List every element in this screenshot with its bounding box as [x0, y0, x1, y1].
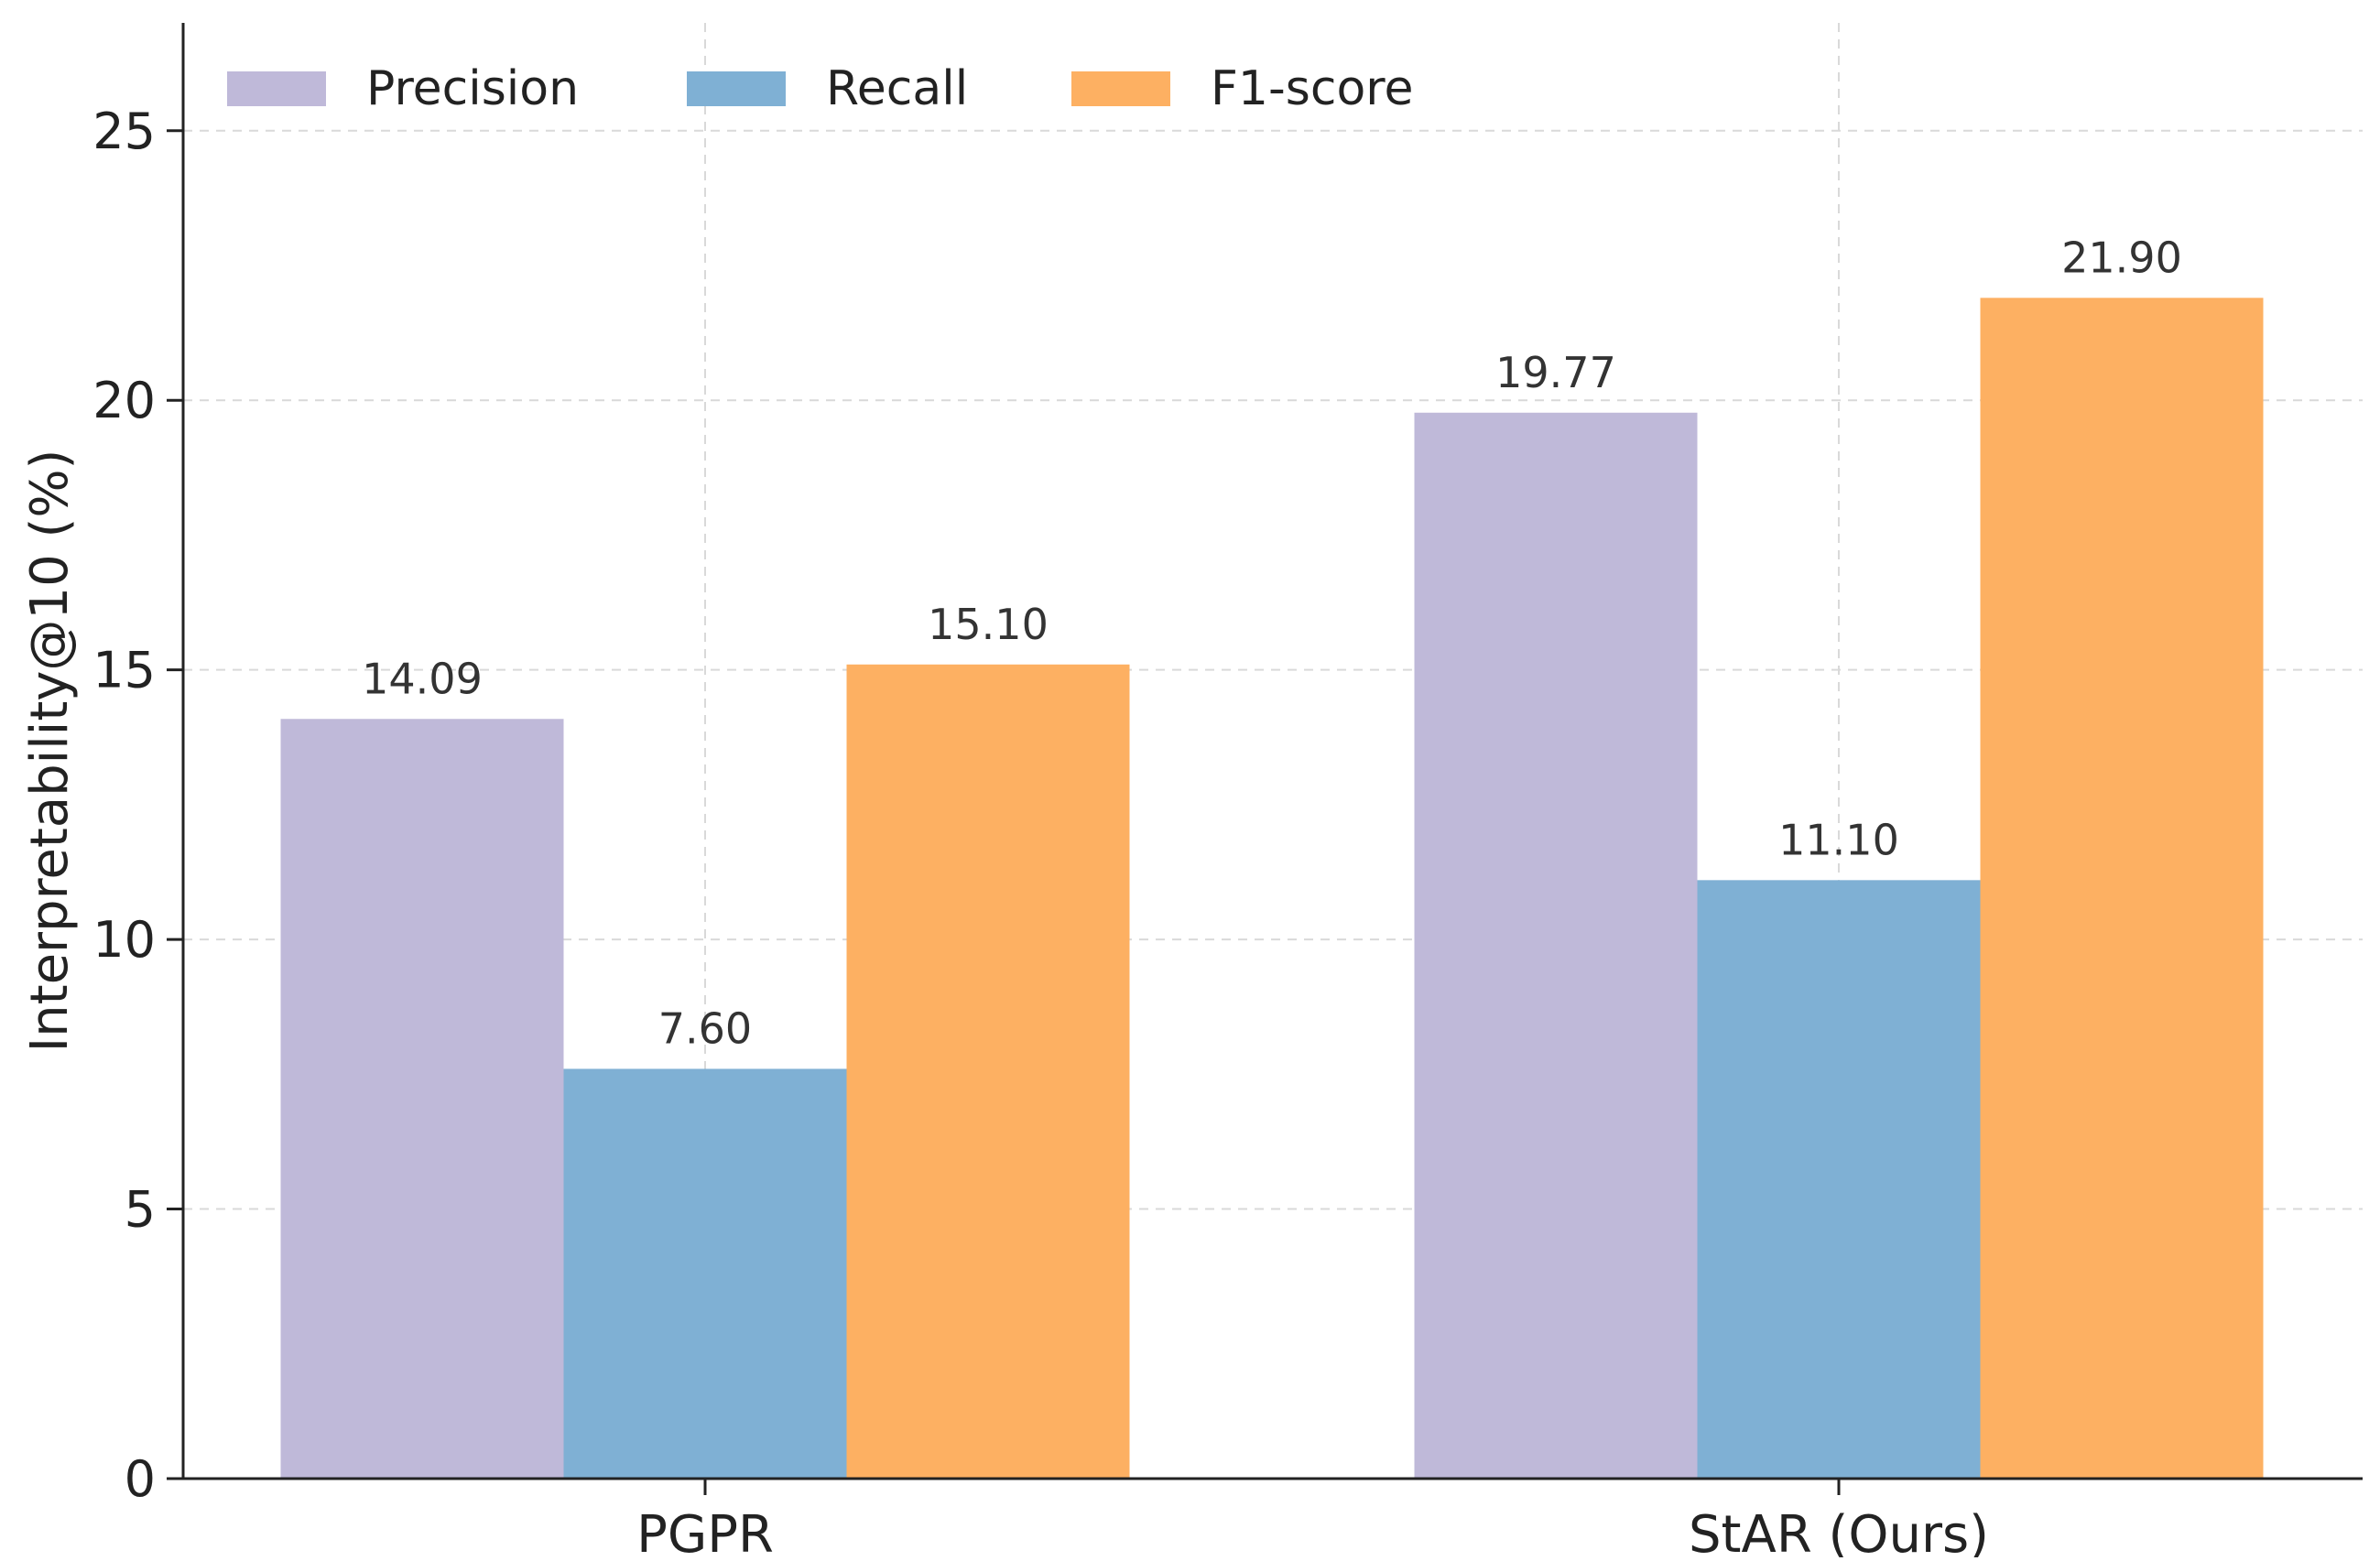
y-tick-label-15: 15	[92, 642, 156, 699]
legend-label-recall: Recall	[826, 61, 968, 116]
bar-recall-1	[1697, 880, 1981, 1479]
y-tick-label-0: 0	[125, 1450, 156, 1508]
bar-f1-score-1	[1980, 298, 2264, 1479]
legend-label-f1-score: F1-score	[1211, 61, 1413, 116]
bar-f1-score-0	[846, 664, 1130, 1479]
y-tick-label-5: 5	[125, 1181, 156, 1239]
bars-layer	[280, 298, 2264, 1480]
data-label-recall-0: 7.60	[658, 1003, 752, 1053]
x-tick-label-1: StAR (Ours)	[1689, 1505, 1989, 1557]
bar-recall-0	[563, 1068, 847, 1479]
y-tick-label-20: 20	[92, 372, 156, 429]
legend-swatch-recall	[687, 71, 786, 106]
axes-layer: 0 5 10 15 20 25 PGPR StAR (Ours) Interpretabilit…	[20, 23, 2363, 1561]
legend-swatch-precision	[227, 71, 326, 106]
legend-swatch-f1-score	[1071, 71, 1170, 106]
legend: Precision Recall F1-score	[227, 61, 1413, 116]
labels-layer: 14.09 7.60 15.10 19.77 11.10 21.90	[362, 233, 2182, 1053]
x-tick-label-0: PGPR	[636, 1505, 774, 1557]
data-label-recall-1: 11.10	[1778, 815, 1899, 864]
bar-precision-0	[280, 719, 564, 1479]
data-label-precision-0: 14.09	[362, 654, 483, 703]
y-tick-label-25: 25	[92, 103, 156, 160]
data-label-precision-1: 19.77	[1495, 348, 1616, 397]
y-axis-title: Interpretability@10 (%)	[20, 450, 80, 1053]
data-label-f1-score-1: 21.90	[2061, 233, 2182, 282]
y-tick-label-10: 10	[92, 911, 156, 969]
legend-label-precision: Precision	[366, 61, 579, 116]
bar-precision-1	[1414, 412, 1698, 1480]
data-label-f1-score-0: 15.10	[928, 600, 1049, 649]
